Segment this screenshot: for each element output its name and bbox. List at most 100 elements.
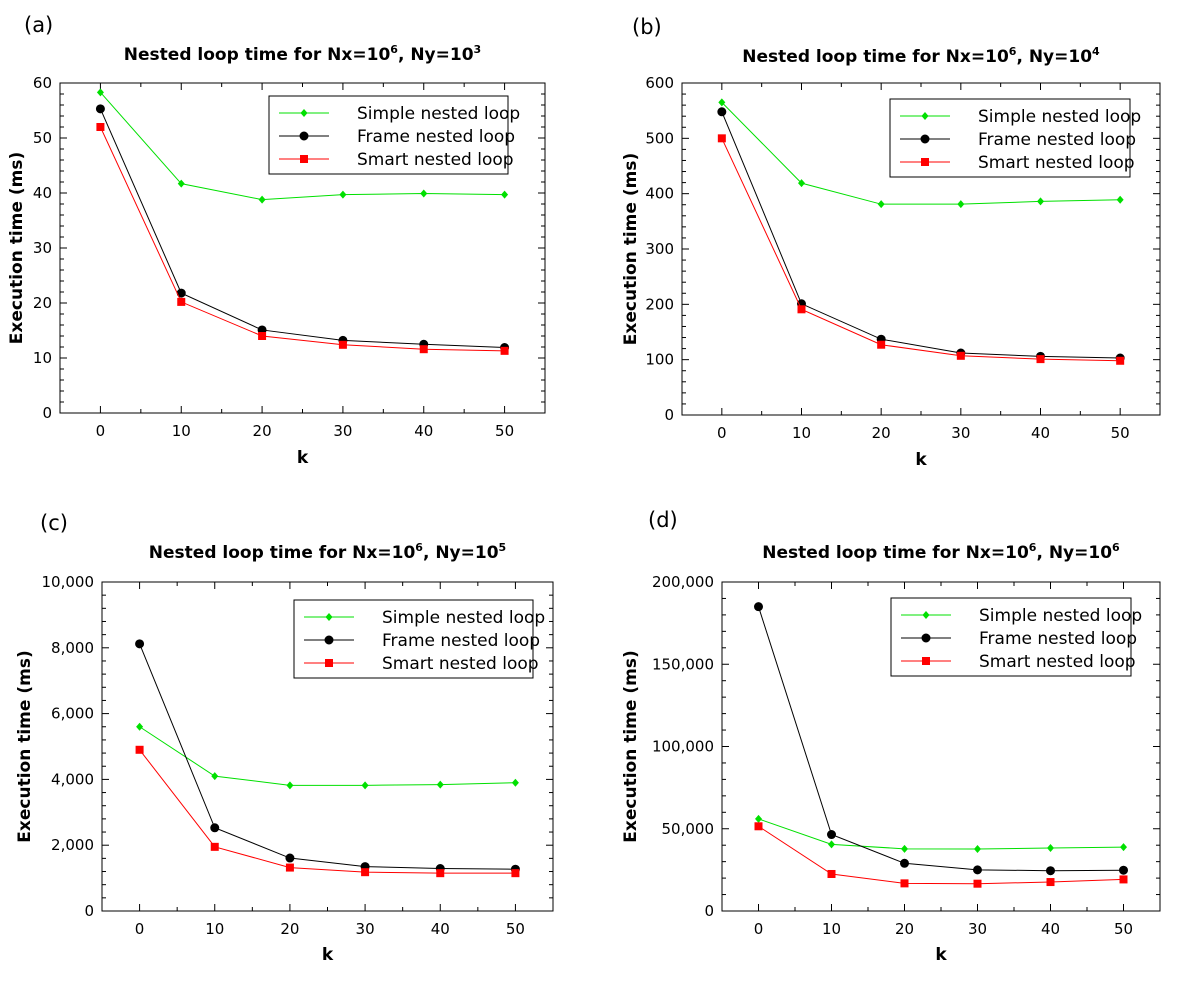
legend-label: Smart nested loop [978,153,1135,173]
data-point [1037,197,1044,206]
data-point [1036,355,1045,364]
legend: Simple nested loop Frame nested loop Smart… [890,597,1142,677]
data-point [210,842,219,851]
x-tick-label: 50 [506,920,525,938]
data-point [798,179,805,188]
chart-svg: (c) Nested loop time for Nx=106, Ny=105 0 1… [15,511,554,965]
chart-title: Nested loop time for Nx=106, Ny=104 [742,45,1100,67]
x-tick-label: 50 [1111,424,1130,442]
series-simple-nested-loop [755,814,1127,853]
x-axis-label: k [915,450,927,470]
y-tick-label: 150,000 [652,655,714,673]
chart-panel-d: (d) Nested loop time for Nx=106, Ny=106 0 1… [600,500,1200,1000]
y-tick-label: 100 [645,351,674,369]
legend-marker [324,635,334,645]
data-point [754,602,763,612]
data-point [96,88,104,97]
y-tick-label: 0 [664,406,674,424]
y-tick-label: 6,000 [51,705,94,723]
legend-box [268,95,509,175]
data-point [511,778,519,787]
y-tick-label: 10,000 [42,573,95,591]
data-point [1046,878,1055,887]
y-tick-label: 200,000 [652,573,714,591]
y-tick-label: 50 [33,129,52,147]
data-point [258,332,267,340]
data-point [419,345,428,354]
x-tick-label: 40 [431,920,450,938]
data-point [877,340,886,349]
series-line [758,825,1124,885]
data-point [1120,843,1127,852]
panel-label: (d) [648,508,678,532]
data-point [1116,356,1125,365]
legend: Simple nested loop Frame nested loop Smart… [889,98,1141,178]
data-point [877,200,885,209]
legend-marker [300,109,308,117]
data-point [285,863,294,872]
data-point [900,858,909,868]
data-point [1047,843,1054,852]
series-smart-nested-loop [754,822,1128,888]
panel-label: (b) [632,15,662,39]
data-point [755,814,762,823]
legend-marker [325,659,333,667]
x-tick-label: 40 [1031,424,1050,442]
data-point [827,869,836,878]
y-tick-label: 8,000 [51,639,94,657]
data-point [135,745,144,754]
data-point [828,840,835,849]
data-point [361,868,370,877]
data-point [361,781,369,790]
x-tick-label: 20 [253,422,272,440]
chart-svg: (b) Nested loop time for Nx=106, Ny=104 0 1… [621,15,1161,470]
legend-marker [921,633,931,643]
legend-box [293,599,534,679]
data-point [420,189,428,198]
panel-label: (a) [24,13,53,37]
chart-panel-c: (c) Nested loop time for Nx=106, Ny=105 0 1… [0,500,600,1000]
data-point [901,844,908,853]
legend-label: Frame nested loop [382,631,540,651]
data-point [511,869,520,878]
y-tick-label: 0 [42,404,52,422]
data-point [285,853,295,863]
data-point [718,98,726,107]
data-point [900,879,909,888]
y-tick-label: 20 [33,294,52,312]
legend-marker [922,657,930,665]
chart-title: Nested loop time for Nx=106, Ny=105 [149,541,506,563]
y-tick-label: 400 [645,185,674,203]
y-tick-label: 10 [33,349,52,367]
x-tick-label: 20 [280,920,299,938]
x-tick-label: 0 [135,920,145,938]
y-tick-label: 50,000 [662,820,715,838]
chart-title: Nested loop time for Nx=106, Ny=106 [762,541,1120,563]
x-tick-label: 40 [1041,920,1060,938]
data-point [339,190,347,199]
legend-label: Simple nested loop [979,606,1142,626]
series-line [721,111,1121,359]
y-tick-label: 2,000 [51,836,94,854]
x-axis-label: k [935,945,947,965]
series-smart-nested-loop [96,123,509,355]
series-line [758,818,1124,850]
series-smart-nested-loop [135,745,520,878]
data-point [210,823,220,833]
series-line [139,726,516,786]
series-line [99,108,505,349]
series-line [100,92,505,201]
series-line [99,126,505,352]
legend-label: Simple nested loop [357,104,520,124]
series-line [758,606,1124,872]
y-axis-label: Execution time (ms) [621,650,641,842]
data-point [500,346,509,355]
data-point [717,134,726,143]
y-tick-label: 4,000 [51,770,94,788]
legend-label: Simple nested loop [978,107,1141,127]
y-tick-label: 300 [645,240,674,258]
data-point [436,869,445,878]
series-line [721,102,1121,205]
y-tick-label: 100,000 [652,738,714,756]
y-axis-label: Execution time (ms) [7,152,27,344]
